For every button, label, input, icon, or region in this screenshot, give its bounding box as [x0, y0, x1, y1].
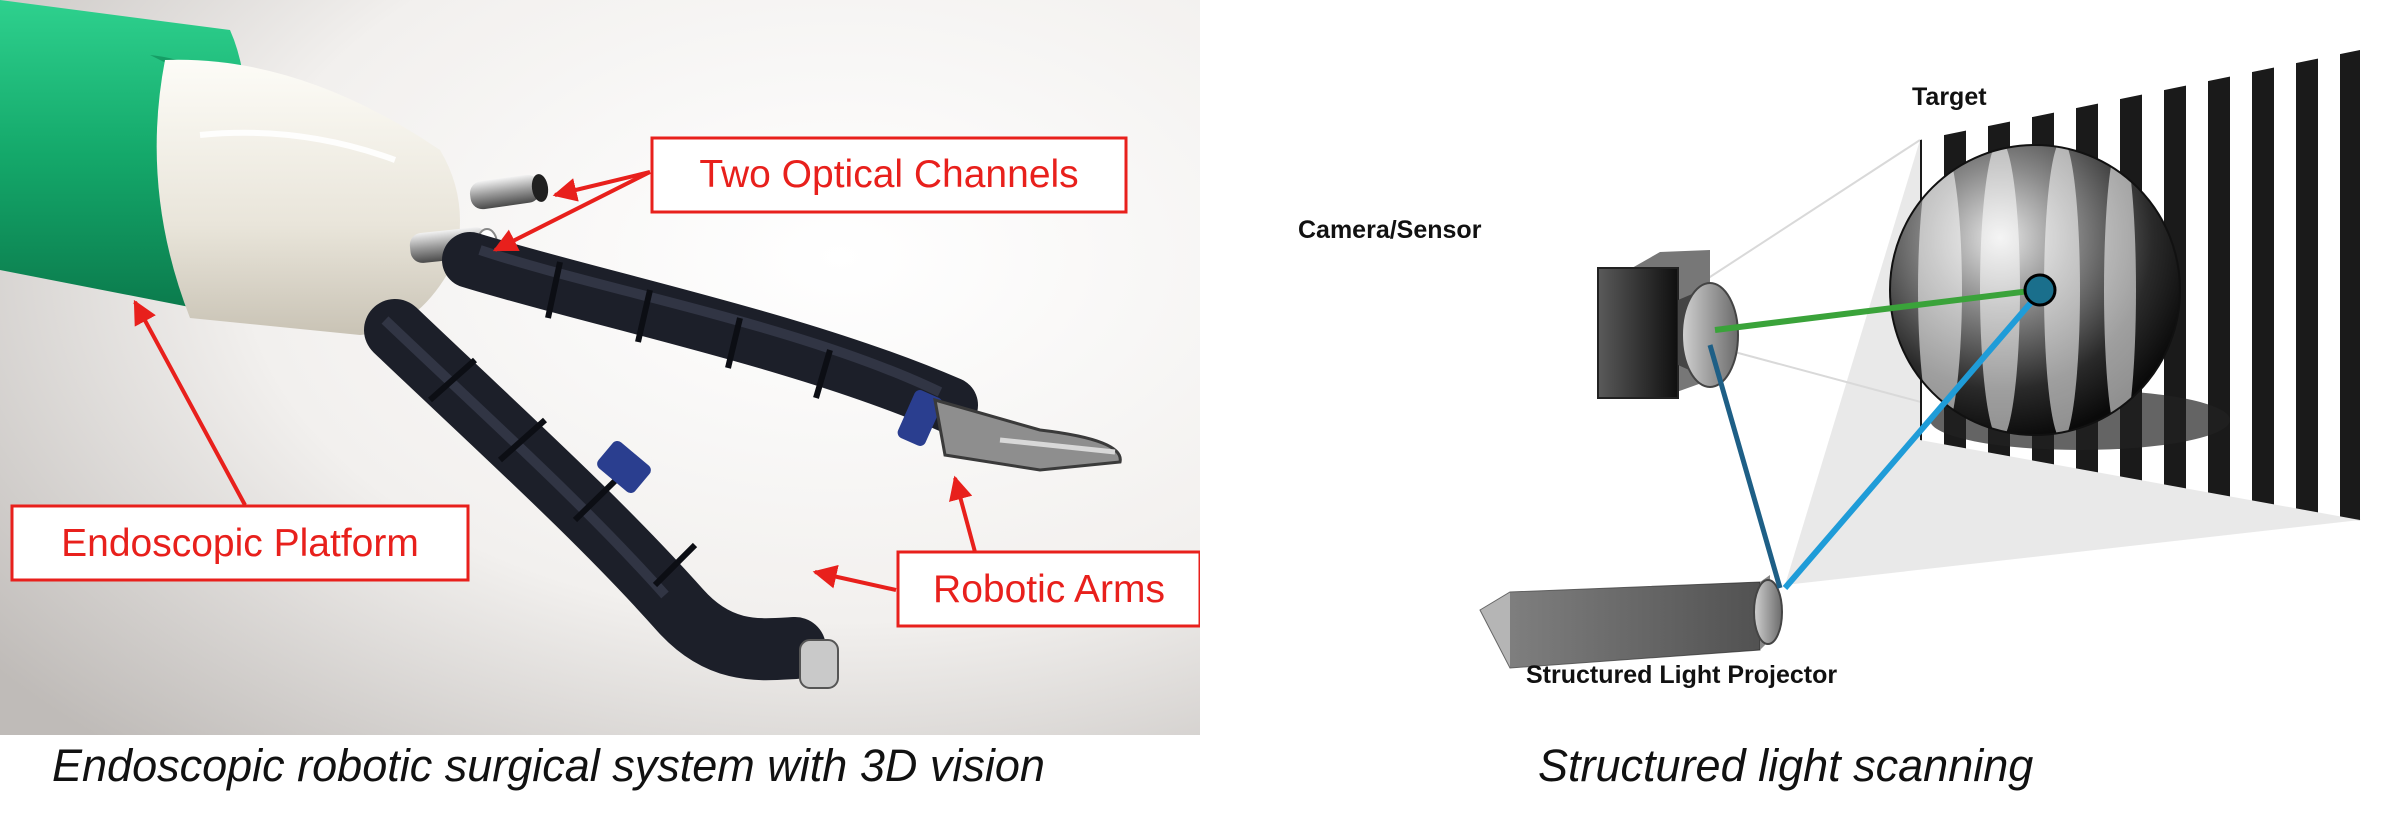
- gripper: [933, 397, 1122, 472]
- endoscope-illustration: Two Optical Channels Endoscopic Platform…: [0, 0, 1200, 735]
- surface-point: [2023, 273, 2057, 307]
- projector-label: Structured Light Projector: [1526, 661, 1837, 689]
- structured-light-projector: [1479, 575, 1783, 669]
- platform-label-box: [10, 504, 470, 582]
- robotic-arm-lower-bands: [428, 357, 698, 588]
- robotic-arm-upper: [442, 232, 978, 433]
- lower-arm-pin: [799, 639, 839, 689]
- camera-ray: [1714, 287, 2039, 333]
- arrow-optical-lower: [492, 170, 651, 252]
- arrow-arms-upper: [949, 475, 977, 553]
- optical-channel-upper: [469, 174, 549, 210]
- baseline-ray: [1707, 344, 1783, 589]
- tip-highlight: [199, 129, 397, 163]
- target-label: Target: [1912, 83, 1987, 111]
- arrow-platform: [133, 299, 247, 506]
- platform-label: Endoscopic Platform: [61, 522, 419, 565]
- optical-channels-label-box: [650, 136, 1128, 214]
- structured-light-diagram: Target Camera/Sensor Structured Light Pr…: [1298, 50, 2361, 689]
- white-tip: [156, 59, 460, 335]
- robotic-arm-upper-bands: [545, 261, 833, 399]
- robotic-arms-label: Robotic Arms: [933, 568, 1165, 611]
- right-caption: Structured light scanning: [1538, 740, 2034, 791]
- camera-sensor: [1597, 250, 1739, 399]
- camera-label: Camera/Sensor: [1298, 216, 1482, 244]
- optical-channels-label: Two Optical Channels: [699, 153, 1078, 196]
- projector-ray: [1782, 290, 2043, 590]
- robotic-arms-label-box: [896, 550, 1200, 628]
- left-caption: Endoscopic robotic surgical system with …: [52, 740, 1045, 791]
- arrow-optical-upper: [552, 170, 651, 202]
- arrow-arms-lower: [812, 564, 897, 592]
